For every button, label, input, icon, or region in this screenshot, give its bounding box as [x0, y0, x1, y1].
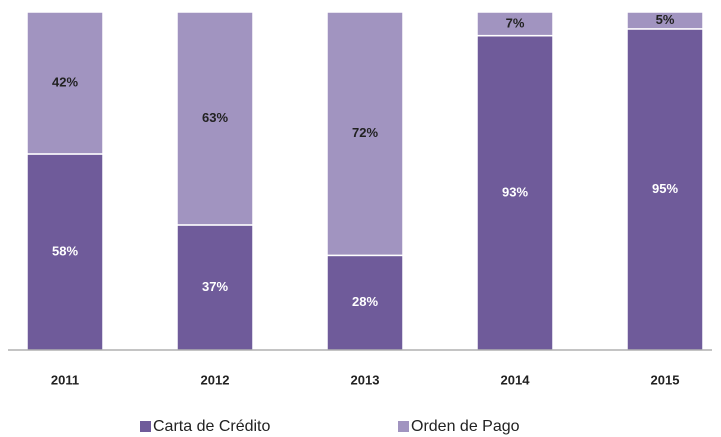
x-tick-label: 2015: [651, 372, 680, 387]
data-label: 93%: [502, 184, 528, 199]
bar-segment: [476, 11, 554, 37]
data-label: 37%: [202, 279, 228, 294]
data-label: 95%: [652, 181, 678, 196]
data-label: 58%: [52, 243, 78, 258]
x-tick-label: 2012: [201, 372, 230, 387]
x-tick-label: 2013: [351, 372, 380, 387]
legend-swatch: [140, 421, 151, 432]
bar-segment: [626, 11, 704, 30]
x-tick-label: 2014: [501, 372, 531, 387]
data-label: 42%: [52, 74, 78, 89]
x-tick-label: 2011: [51, 372, 79, 387]
bar-segment: [26, 11, 104, 155]
data-label: 28%: [352, 294, 378, 309]
data-label: 7%: [506, 15, 525, 30]
bar-segment: [626, 28, 704, 351]
legend-label: Orden de Pago: [411, 418, 520, 435]
data-label: 72%: [352, 125, 378, 140]
data-label: 5%: [656, 12, 675, 27]
legend-swatch: [398, 421, 409, 432]
bar-segment: [176, 11, 254, 226]
data-label: 63%: [202, 110, 228, 125]
bar-segment: [26, 153, 104, 351]
legend-label: Carta de Crédito: [153, 418, 270, 435]
bar-segment: [326, 11, 404, 257]
